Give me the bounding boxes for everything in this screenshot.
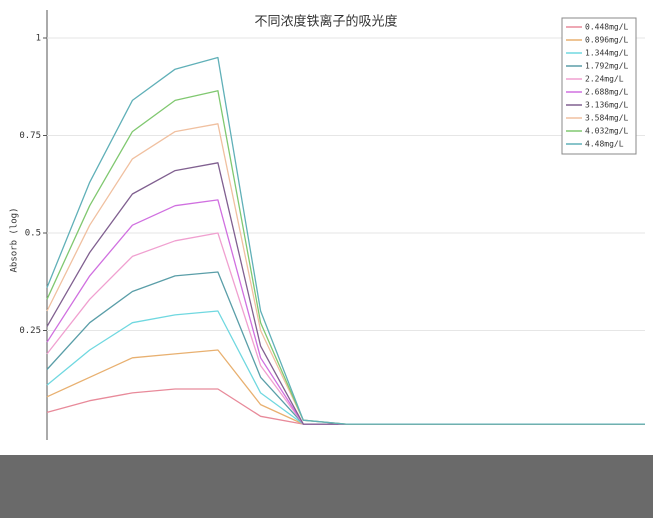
legend-label: 1.344mg/L <box>585 49 629 58</box>
legend-label: 4.032mg/L <box>585 127 629 136</box>
y-tick-label: 0.25 <box>19 326 41 336</box>
legend-label: 2.688mg/L <box>585 88 629 97</box>
legend-label: 0.448mg/L <box>585 23 629 32</box>
chart-title: 不同浓度铁离子的吸光度 <box>254 14 397 30</box>
line-series <box>46 56 645 425</box>
corrupted-region <box>0 455 653 518</box>
legend-label: 3.584mg/L <box>585 114 629 123</box>
y-tick-label: 0.75 <box>19 131 41 141</box>
y-tick-label: 1 <box>36 34 41 44</box>
legend-label: 2.24mg/L <box>585 75 624 84</box>
y-axis-label: Absorb (log) <box>10 207 20 272</box>
legend-label: 3.136mg/L <box>585 101 629 110</box>
legend-label: 0.896mg/L <box>585 36 629 45</box>
legend-label: 4.48mg/L <box>585 140 624 149</box>
legend-label: 1.792mg/L <box>585 62 629 71</box>
y-tick-label: 0.5 <box>25 229 41 239</box>
